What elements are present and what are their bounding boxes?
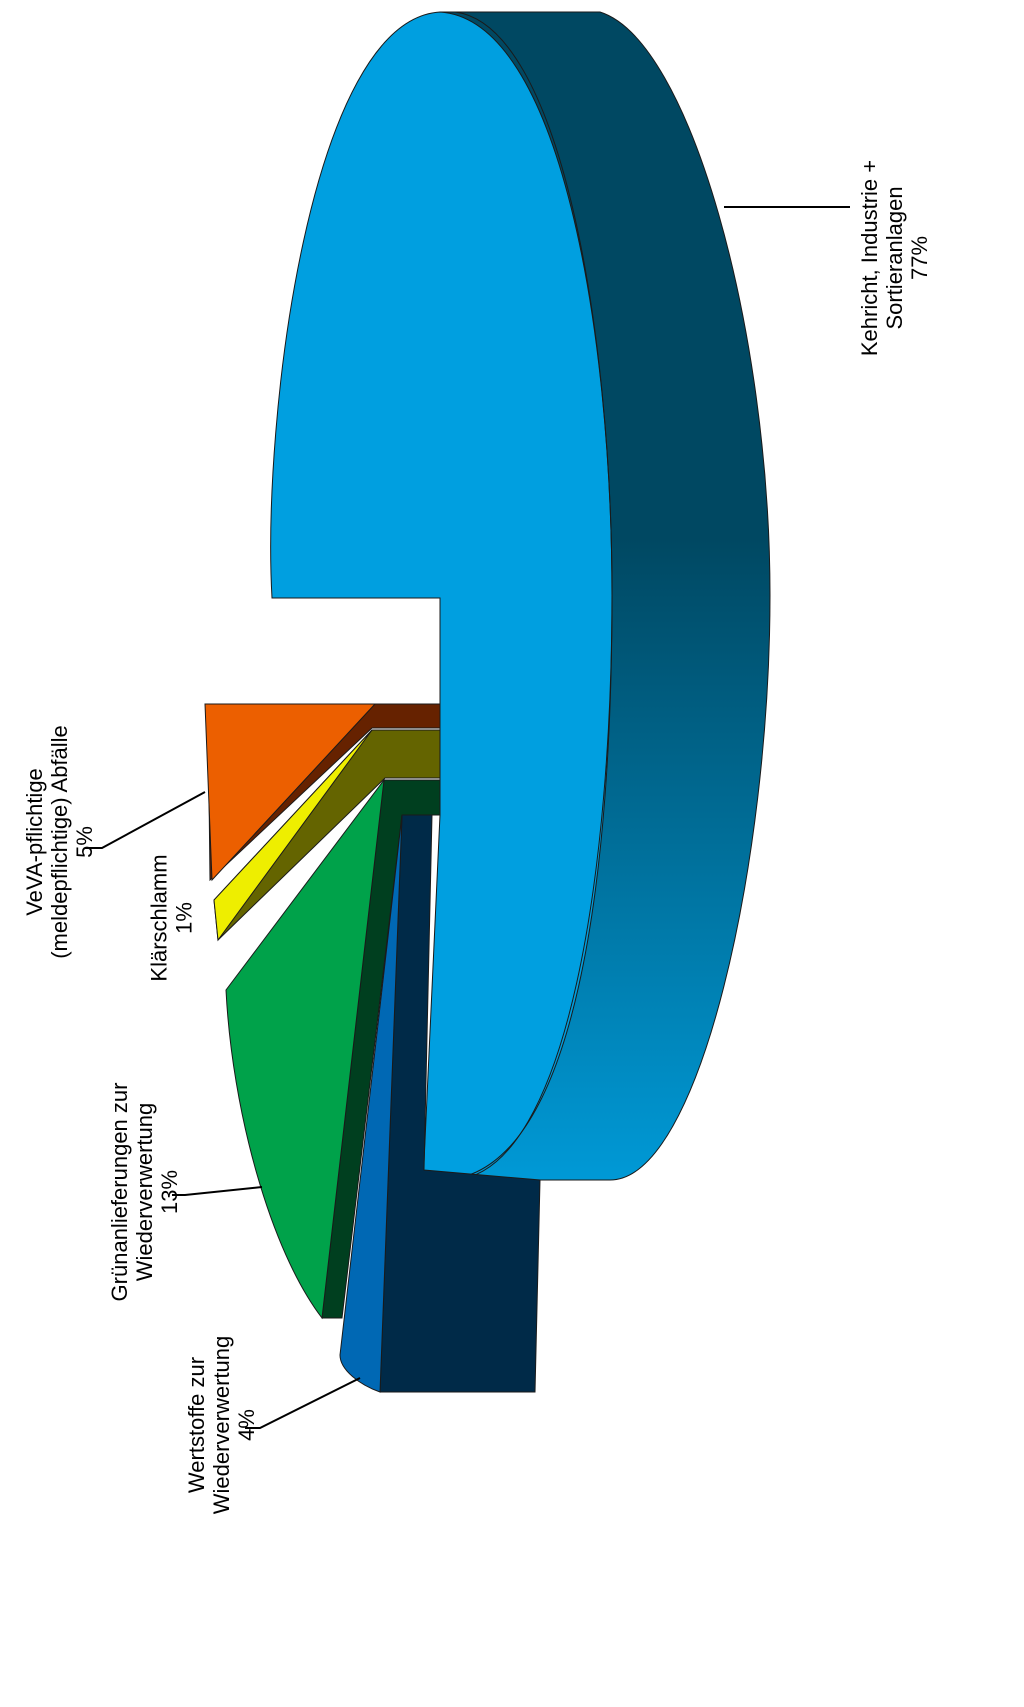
slice-top-gruen (225, 778, 385, 1320)
label-veva-line: (meldepflichtige) Abfälle (47, 725, 72, 959)
label-kehricht-line: Sortieranlagen (882, 186, 907, 329)
label-kehricht: Kehricht, Industrie + Sortieranlagen 77% (857, 160, 932, 356)
slice-top-veva (204, 703, 377, 882)
label-kehricht-line: 77% (907, 236, 932, 280)
label-wertstoffe-line: Wertstoffe zur (184, 1357, 209, 1493)
label-veva-line: VeVA-pflichtige (22, 768, 47, 916)
pie-slices (204, 11, 771, 1393)
label-wertstoffe-line: 4% (234, 1409, 259, 1441)
label-wertstoffe-line: Wiederverwertung (209, 1336, 234, 1515)
leader-gruen (172, 1186, 263, 1196)
leader-wertstoffe (245, 1377, 361, 1429)
label-veva-line: 5% (72, 826, 97, 858)
label-gruen-line: Grünanlieferungen zur (107, 1083, 132, 1302)
slice-seam-kehricht (454, 11, 613, 1181)
slice-top-wertstoffe (339, 814, 403, 1393)
label-veva: VeVA-pflichtige (meldepflichtige) Abfälle… (22, 725, 97, 959)
slice-top-klaerschlamm (213, 729, 373, 942)
label-klaerschlamm-line: 1% (172, 902, 197, 934)
leader-lines (85, 206, 850, 1429)
label-klaerschlamm-line: Klärschlamm (147, 854, 172, 981)
leader-veva (85, 791, 206, 849)
label-gruen-line: 13% (157, 1170, 182, 1214)
label-gruen: Grünanlieferungen zur Wiederverwertung 13% (107, 1083, 182, 1302)
slice-labels: Kehricht, Industrie + Sortieranlagen 77% Ve… (22, 160, 932, 1514)
label-gruen-line: Wiederverwertung (132, 1103, 157, 1282)
label-kehricht-line: Kehricht, Industrie + (857, 160, 882, 356)
slice-top-kehricht (270, 11, 613, 1181)
label-wertstoffe: Wertstoffe zur Wiederverwertung 4% (184, 1336, 259, 1515)
label-klaerschlamm: Klärschlamm 1% (147, 854, 197, 981)
